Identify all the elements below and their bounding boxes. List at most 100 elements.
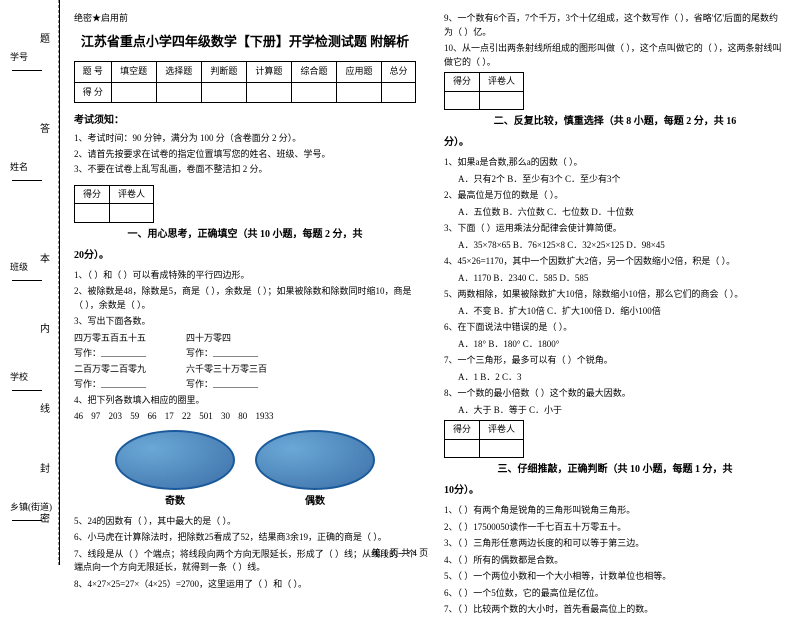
text: 四万零五百五十五 (74, 332, 146, 346)
text: 写作：__________ (74, 347, 146, 361)
td: 得分 (445, 421, 480, 440)
question: 10、从一点引出两条射线所组成的图形叫做（ ），这个点叫做它的（ ），这两条射线… (444, 42, 786, 69)
oval-shape (115, 430, 235, 490)
td (246, 82, 291, 103)
question: 5、（ ）一个两位小数和一个大小相等，计数单位也相等。 (444, 570, 786, 584)
vmark: 密 (40, 510, 50, 525)
grader-table: 得分评卷人 (444, 420, 524, 458)
table-row: 得 分 (75, 82, 416, 103)
page-footer: 第 1 页 共 4 页 (372, 546, 428, 559)
write-row: 四万零五百五十五 四十万零四 (74, 332, 416, 346)
options: A．五位数 B．六位数 C．七位数 D．十位数 (458, 206, 786, 220)
td: 得 分 (75, 82, 112, 103)
class-slot: 班级 (10, 260, 59, 283)
left-column: 绝密★启用前 江苏省重点小学四年级数学【下册】开学检测试题 附解析 题 号 填空… (60, 0, 430, 565)
school-slot: 学校 (10, 370, 59, 393)
section-2-heading: 二、反复比较，慎重选择（共 8 小题，每题 2 分，共 16 (444, 114, 786, 129)
oval-even: 偶数 (255, 430, 375, 509)
vmark: 内 (40, 320, 50, 335)
oval-label: 奇数 (165, 496, 185, 507)
td (480, 439, 524, 458)
number-row: 46 97 203 59 66 17 22 501 30 80 1933 (74, 410, 416, 424)
td (445, 91, 480, 110)
td (110, 204, 154, 223)
question: 8、一个数的最小倍数（ ）这个数的最大因数。 (444, 387, 786, 401)
write-row: 写作：__________写作：__________ (74, 378, 416, 392)
question: 5、24的因数有（ ），其中最大的是（ ）。 (74, 515, 416, 529)
question: 6、在下面说法中错误的是（ ）。 (444, 321, 786, 335)
exam-page: 学号 姓名 班级 学校 乡镇(街道) 题 答 本 内 线 封 密 绝密★启用前 … (0, 0, 800, 565)
question: 7、一个三角形，最多可以有（ ）个锐角。 (444, 354, 786, 368)
th: 填空题 (111, 62, 156, 83)
binding-margin: 学号 姓名 班级 学校 乡镇(街道) 题 答 本 内 线 封 密 (0, 0, 60, 565)
notice-item: 3、不要在试卷上乱写乱画，卷面不整洁扣 2 分。 (74, 163, 416, 177)
question: 2、被除数是48，除数是5，商是（ ），余数是（ ）；如果被除数和除数同时缩10… (74, 285, 416, 312)
td (382, 82, 416, 103)
td: 得分 (75, 185, 110, 204)
td (156, 82, 201, 103)
secret-label: 绝密★启用前 (74, 12, 416, 26)
notice-heading: 考试须知： (74, 113, 416, 128)
section-3-heading: 三、仔细推敲，正确判断（共 10 小题，每题 1 分，共 (444, 462, 786, 477)
th: 计算题 (246, 62, 291, 83)
options: A．1170 B．2340 C．585 D．585 (458, 272, 786, 286)
right-column: 9、一个数有6个百，7个千万，3个十亿组成，这个数写作（ ），省略'亿'后面的尾… (430, 0, 800, 565)
oval-diagram: 奇数 偶数 (74, 430, 416, 509)
td (445, 439, 480, 458)
th: 应用题 (337, 62, 382, 83)
text: 写作：__________ (186, 347, 258, 361)
question: 9、一个数有6个百，7个千万，3个十亿组成，这个数写作（ ），省略'亿'后面的尾… (444, 12, 786, 39)
td (337, 82, 382, 103)
th: 题 号 (75, 62, 112, 83)
question: 6、（ ）一个5位数，它的最高位是亿位。 (444, 587, 786, 601)
notice-item: 1、考试时间：90 分钟，满分为 100 分（含卷面分 2 分）。 (74, 132, 416, 146)
td: 评卷人 (480, 73, 524, 92)
question: 5、两数相除，如果被除数扩大10倍，除数缩小10倍，那么它们的商会（ ）。 (444, 288, 786, 302)
section-3-heading-b: 10分）。 (444, 483, 786, 498)
options: A．18° B．180° C．1800° (458, 338, 786, 352)
th: 判断题 (201, 62, 246, 83)
section-1-heading: 一、用心思考，正确填空（共 10 小题，每题 2 分，共 (74, 227, 416, 242)
question: 3、下面（ ）运用乘法分配律会使计算简便。 (444, 222, 786, 236)
td (291, 82, 336, 103)
township-slot: 乡镇(街道) (10, 500, 59, 523)
content-area: 绝密★启用前 江苏省重点小学四年级数学【下册】开学检测试题 附解析 题 号 填空… (60, 0, 800, 565)
write-row: 二百万零二百零九 六千零三十万零三百 (74, 363, 416, 377)
td: 评卷人 (110, 185, 154, 204)
question: 7、线段是从（ ）个端点；将线段向两个方向无限延长，形成了（ ）线；从线段的一个… (74, 548, 416, 575)
question: 2、最高位是万位的数是（ ）。 (444, 189, 786, 203)
th: 总分 (382, 62, 416, 83)
text: 六千零三十万零三百 (186, 363, 267, 377)
question: 3、写出下面各数。 (74, 315, 416, 329)
options: A．35×78×65 B．76×125×8 C．32×25×125 D．98×4… (458, 239, 786, 253)
write-row: 写作：__________ 写作：__________ (74, 347, 416, 361)
section-1-heading-b: 20分）。 (74, 248, 416, 263)
student-id-slot: 学号 (10, 50, 59, 73)
question: 6、小马虎在计算除法时，把除数25看成了52，结果商3余19，正确的商是（ ）。 (74, 531, 416, 545)
text: 二百万零二百零九 (74, 363, 146, 377)
vmark: 本 (40, 250, 50, 265)
question: 1、（ ）和（ ）可以看成特殊的平行四边形。 (74, 269, 416, 283)
section-2-heading-b: 分）。 (444, 135, 786, 150)
score-table: 题 号 填空题 选择题 判断题 计算题 综合题 应用题 总分 得 分 (74, 61, 416, 103)
question: 4、45×26=1170，其中一个因数扩大2倍，另一个因数缩小2倍，积是（ ）。 (444, 255, 786, 269)
vmark: 封 (40, 460, 50, 475)
td (201, 82, 246, 103)
oval-label: 偶数 (305, 496, 325, 507)
options: A．1 B．2 C．3 (458, 371, 786, 385)
exam-title: 江苏省重点小学四年级数学【下册】开学检测试题 附解析 (74, 32, 416, 52)
name-slot: 姓名 (10, 160, 59, 183)
table-row: 题 号 填空题 选择题 判断题 计算题 综合题 应用题 总分 (75, 62, 416, 83)
question: 8、4×27×25=27×（4×25）=2700，这里运用了（ ）和（ ）。 (74, 578, 416, 592)
options: A．大于 B．等于 C．小于 (458, 404, 786, 418)
vmark: 线 (40, 400, 50, 415)
td: 评卷人 (480, 421, 524, 440)
question: 3、（ ）三角形任意两边长度的和可以等于第三边。 (444, 537, 786, 551)
td: 得分 (445, 73, 480, 92)
td (75, 204, 110, 223)
text: 四十万零四 (186, 332, 231, 346)
td (480, 91, 524, 110)
options: A．只有2个 B．至少有3个 C．至少有3个 (458, 173, 786, 187)
th: 选择题 (156, 62, 201, 83)
notice-list: 1、考试时间：90 分钟，满分为 100 分（含卷面分 2 分）。 2、请首先按… (74, 132, 416, 177)
